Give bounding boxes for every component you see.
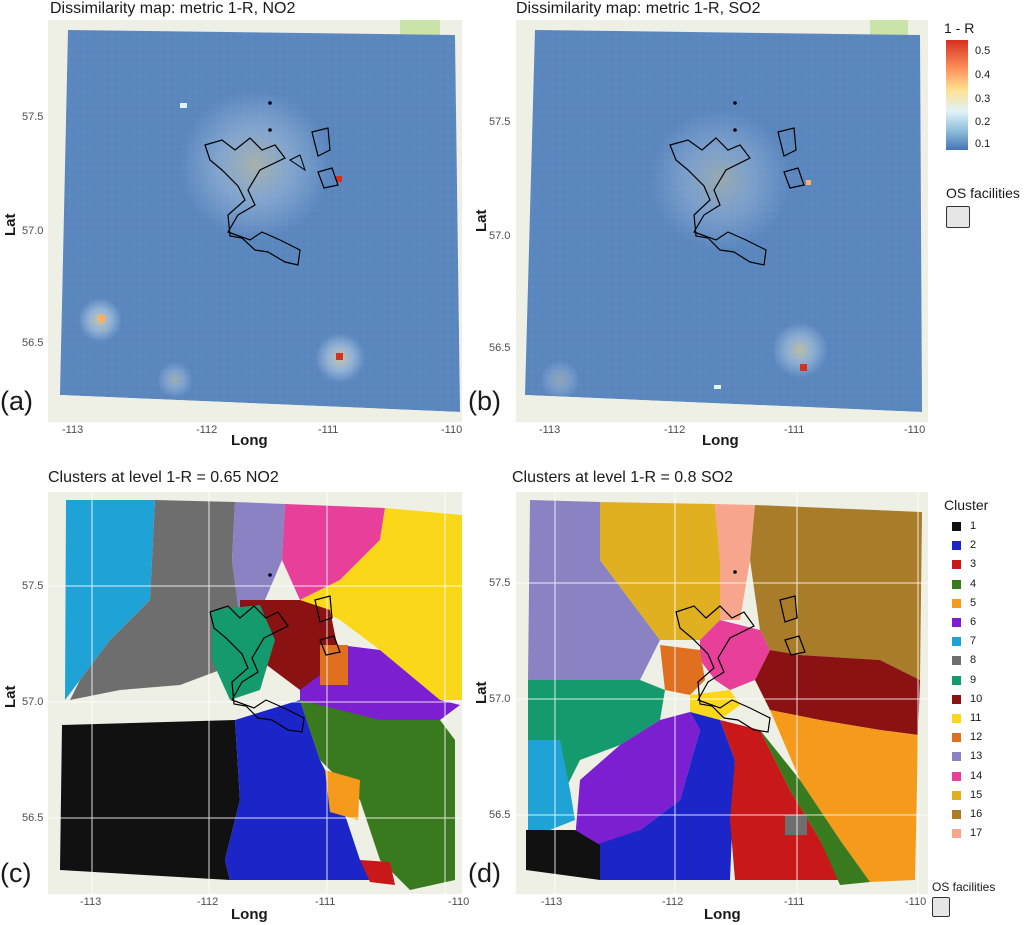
panel-a-map <box>48 20 462 422</box>
cluster-swatch-14 <box>952 771 961 781</box>
panel-b-xlabel: Long <box>702 432 739 449</box>
panel-d-map <box>516 492 928 894</box>
panel-a-label: (a) <box>0 386 33 416</box>
color-legend-title: 1 - R <box>944 20 975 36</box>
cluster-label-3: 3 <box>970 558 977 571</box>
colorbar <box>946 40 968 150</box>
tick-b-x: -113 <box>539 424 561 436</box>
panel-d-ylabel: Lat <box>473 681 490 705</box>
tick-c-x: -111 <box>315 896 336 908</box>
panel-b-title: Dissimilarity map: metric 1-R, SO2 <box>516 0 761 17</box>
color-legend-tick: 0.3 <box>975 93 991 105</box>
cluster-label-2: 2 <box>970 539 977 552</box>
color-legend-tick: 0.1 <box>975 138 991 150</box>
cluster-label-8: 8 <box>970 654 977 667</box>
tick-a-y: 57.0 <box>22 225 44 237</box>
tick-d-x: -112 <box>662 896 684 908</box>
cluster-swatch-15 <box>952 790 961 800</box>
tick-c-x: -112 <box>197 896 219 908</box>
cluster-swatch-13 <box>952 752 961 762</box>
panel-b-ylabel: Lat <box>473 209 490 233</box>
tick-d-y: 57.5 <box>489 577 511 589</box>
panel-d-label: (d) <box>468 858 501 888</box>
panel-a-xlabel: Long <box>231 432 268 449</box>
tick-b-y: 56.5 <box>489 342 511 354</box>
facility-legend-key <box>946 206 970 228</box>
panel-c-label: (c) <box>0 858 32 888</box>
facility-legend-key <box>932 897 950 917</box>
tick-d-x: -110 <box>905 896 927 908</box>
color-legend-tick: 0.2 <box>975 116 991 128</box>
panel-b-label: (b) <box>468 386 501 416</box>
cluster-label-16: 16 <box>970 808 983 820</box>
tick-d-y: 56.5 <box>489 809 511 821</box>
cluster-label-15: 15 <box>970 788 983 801</box>
tick-a-x: -110 <box>441 424 463 436</box>
tick-a-y: 57.5 <box>22 111 44 123</box>
tick-d-x: -113 <box>541 896 563 908</box>
cluster-label-4: 4 <box>970 577 977 590</box>
cluster-swatch-17 <box>952 829 961 839</box>
facility-legend-title: OS facilities <box>932 880 996 894</box>
facility-legend-title: OS facilities <box>946 185 1020 201</box>
cluster-swatch-6 <box>952 618 961 627</box>
tick-c-x: -113 <box>80 896 102 908</box>
panel-d-title: Clusters at level 1-R = 0.8 SO2 <box>512 469 733 486</box>
cluster-swatch-7 <box>952 637 961 647</box>
panel-c-title: Clusters at level 1-R = 0.65 NO2 <box>48 469 279 486</box>
cluster-label-6: 6 <box>970 616 977 628</box>
cluster-label-5: 5 <box>970 596 977 609</box>
cluster-label-13: 13 <box>970 750 983 763</box>
cluster-legend-title: Cluster <box>944 497 989 513</box>
tick-a-x: -112 <box>196 424 218 436</box>
cluster-label-9: 9 <box>970 673 977 686</box>
panel-c-map <box>48 492 462 894</box>
cluster-label-17: 17 <box>970 827 983 840</box>
cluster-swatch-5 <box>952 598 961 608</box>
tick-c-x: -110 <box>448 896 470 908</box>
tick-c-y: 57.0 <box>22 696 44 708</box>
color-legend-tick: 0.4 <box>975 69 991 81</box>
cluster-label-7: 7 <box>970 635 977 648</box>
tick-b-y: 57.0 <box>489 230 511 242</box>
cluster-label-10: 10 <box>970 692 983 705</box>
tick-c-y: 57.5 <box>22 580 44 592</box>
cluster-swatch-1 <box>952 522 961 531</box>
panel-b-map <box>516 20 928 422</box>
cluster-label-12: 12 <box>970 731 983 744</box>
cluster-label-14: 14 <box>970 769 983 782</box>
panel-d-xlabel: Long <box>704 906 741 923</box>
cluster-swatch-8 <box>952 656 961 666</box>
panel-c-xlabel: Long <box>231 906 268 923</box>
cluster-label-1: 1 <box>970 520 977 532</box>
tick-d-y: 57.0 <box>489 693 511 705</box>
cluster-swatch-4 <box>952 579 961 589</box>
tick-a-x: -111 <box>318 424 339 436</box>
panel-c-ylabel: Lat <box>2 685 19 709</box>
tick-a-y: 56.5 <box>22 337 44 349</box>
tick-d-x: -111 <box>784 896 805 908</box>
tick-b-x: -111 <box>784 424 805 436</box>
cluster-swatch-3 <box>952 560 961 570</box>
panel-a-ylabel: Lat <box>2 213 19 237</box>
tick-c-y: 56.5 <box>22 812 44 824</box>
cluster-swatch-12 <box>952 733 961 743</box>
tick-b-x: -110 <box>904 424 926 436</box>
panel-a-title: Dissimilarity map: metric 1-R, NO2 <box>50 0 296 17</box>
tick-a-x: -113 <box>62 424 84 436</box>
cluster-label-11: 11 <box>970 712 982 724</box>
tick-b-y: 57.5 <box>489 116 511 128</box>
cluster-swatch-2 <box>952 541 961 551</box>
cluster-swatch-16 <box>952 810 961 819</box>
tick-b-x: -112 <box>664 424 686 436</box>
color-legend-tick: 0.5 <box>975 45 991 57</box>
cluster-swatch-10 <box>952 694 961 704</box>
cluster-swatch-9 <box>952 675 961 685</box>
cluster-swatch-11 <box>952 714 961 723</box>
